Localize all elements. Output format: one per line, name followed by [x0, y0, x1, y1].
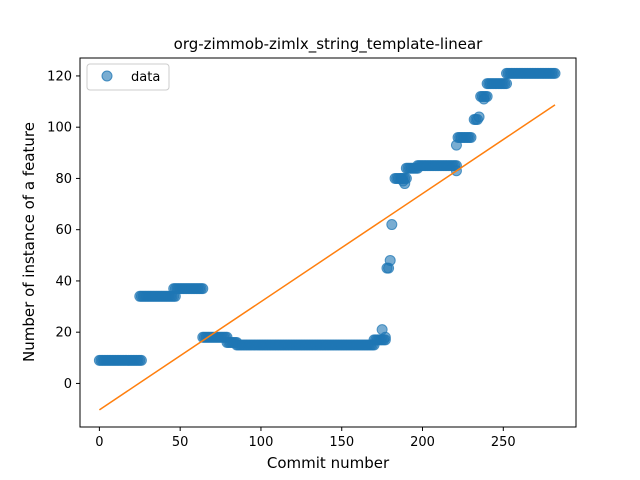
- plot-frame: [79, 57, 577, 428]
- y-tick-label: 0: [64, 377, 72, 392]
- fit-line-layer: [98, 104, 556, 411]
- y-tick-label: 60: [55, 223, 72, 238]
- legend-label-data: data: [131, 70, 160, 85]
- y-axis-ticks: 0 20 40 60 80 100 120: [47, 69, 80, 392]
- legend-box: [86, 63, 170, 91]
- x-tick-label: 200: [410, 435, 435, 450]
- x-tick-label: 50: [172, 435, 189, 450]
- data-point: [501, 78, 513, 90]
- x-axis-label: Commit number: [267, 454, 390, 472]
- data-point: [478, 93, 490, 105]
- legend-marker: [101, 70, 113, 82]
- data-points: [93, 67, 561, 366]
- data-point: [473, 111, 485, 123]
- chart-title: org-zimmob-zimlx_string_template-linear: [174, 35, 484, 54]
- y-tick-label: 120: [47, 69, 72, 84]
- data-point: [197, 283, 209, 295]
- data-point: [384, 254, 396, 266]
- data-point: [549, 67, 561, 79]
- data-point: [135, 354, 147, 366]
- data-point: [379, 331, 391, 343]
- x-tick-label: 250: [491, 435, 516, 450]
- y-tick-label: 100: [47, 121, 72, 136]
- data-point: [465, 131, 477, 143]
- x-tick-label: 150: [329, 435, 354, 450]
- y-tick-label: 20: [55, 326, 72, 341]
- x-tick-label: 100: [249, 435, 274, 450]
- data-point: [399, 178, 411, 190]
- data-point: [450, 139, 462, 151]
- y-axis-label: Number of instance of a feature: [20, 122, 38, 362]
- x-tick-label: 0: [95, 435, 103, 450]
- data-point: [386, 219, 398, 231]
- y-tick-label: 40: [55, 274, 72, 289]
- y-tick-label: 80: [55, 172, 72, 187]
- x-axis-ticks: 0 50 100 150 200 250: [95, 427, 516, 450]
- legend: data: [86, 63, 170, 91]
- fit-line: [98, 104, 556, 411]
